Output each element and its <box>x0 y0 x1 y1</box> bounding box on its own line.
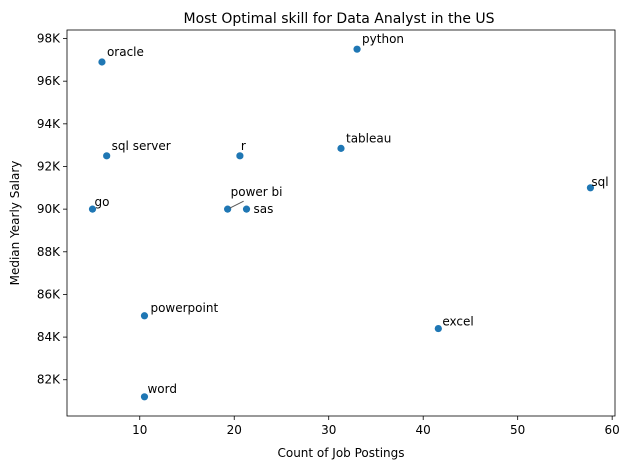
y-tick-label: 96K <box>37 74 61 88</box>
x-tick-label: 50 <box>510 423 525 437</box>
y-tick-label: 84K <box>37 330 61 344</box>
point-label: word <box>147 382 177 396</box>
data-point-sas <box>242 205 251 213</box>
y-axis-label: Median Yearly Salary <box>8 161 22 286</box>
y-tick-label: 90K <box>37 202 61 216</box>
point-label: sas <box>254 202 274 216</box>
x-tick-label: 30 <box>321 423 336 437</box>
data-points <box>88 45 595 401</box>
axis-ticks: 10 20 30 40 50 60 82K 84K 86K 88K 90K 92K 94K 96K 98K <box>37 32 620 437</box>
point-label: oracle <box>107 45 144 59</box>
y-tick-label: 88K <box>37 245 61 259</box>
point-label: python <box>362 32 404 46</box>
data-point-word <box>140 393 149 401</box>
data-point-sql-server <box>103 152 111 160</box>
x-tick-label: 20 <box>227 423 242 437</box>
x-tick-label: 60 <box>605 423 620 437</box>
y-tick-label: 98K <box>37 32 61 46</box>
x-tick-label: 10 <box>132 423 147 437</box>
data-point-go <box>88 205 97 213</box>
data-point-sql <box>586 184 595 192</box>
leader-line <box>229 200 244 209</box>
data-point-excel <box>434 324 442 333</box>
y-tick-label: 92K <box>37 159 61 173</box>
point-label: tableau <box>346 131 391 145</box>
point-label: sql <box>591 175 608 189</box>
data-point-power-bi <box>224 205 232 213</box>
y-tick-label: 86K <box>37 287 61 301</box>
point-label: sql server <box>112 139 171 153</box>
data-point-python <box>353 45 361 53</box>
chart-title: Most Optimal skill for Data Analyst in t… <box>183 11 494 27</box>
point-label: power bi <box>231 185 283 199</box>
point-label: excel <box>442 315 473 329</box>
data-point-tableau <box>337 144 345 152</box>
plot-frame <box>66 29 616 417</box>
point-label: go <box>95 195 110 209</box>
data-point-powerpoint <box>140 312 149 320</box>
point-labels: python oracle tableau sql server r sql go power… <box>95 32 609 396</box>
y-tick-label: 82K <box>37 373 61 387</box>
point-label: powerpoint <box>150 301 218 315</box>
data-point-r <box>236 152 244 160</box>
data-point-oracle <box>98 58 106 66</box>
point-label: r <box>241 139 246 153</box>
x-axis-label: Count of Job Postings <box>277 446 404 460</box>
x-tick-label: 40 <box>416 423 431 437</box>
y-tick-label: 94K <box>37 117 61 131</box>
